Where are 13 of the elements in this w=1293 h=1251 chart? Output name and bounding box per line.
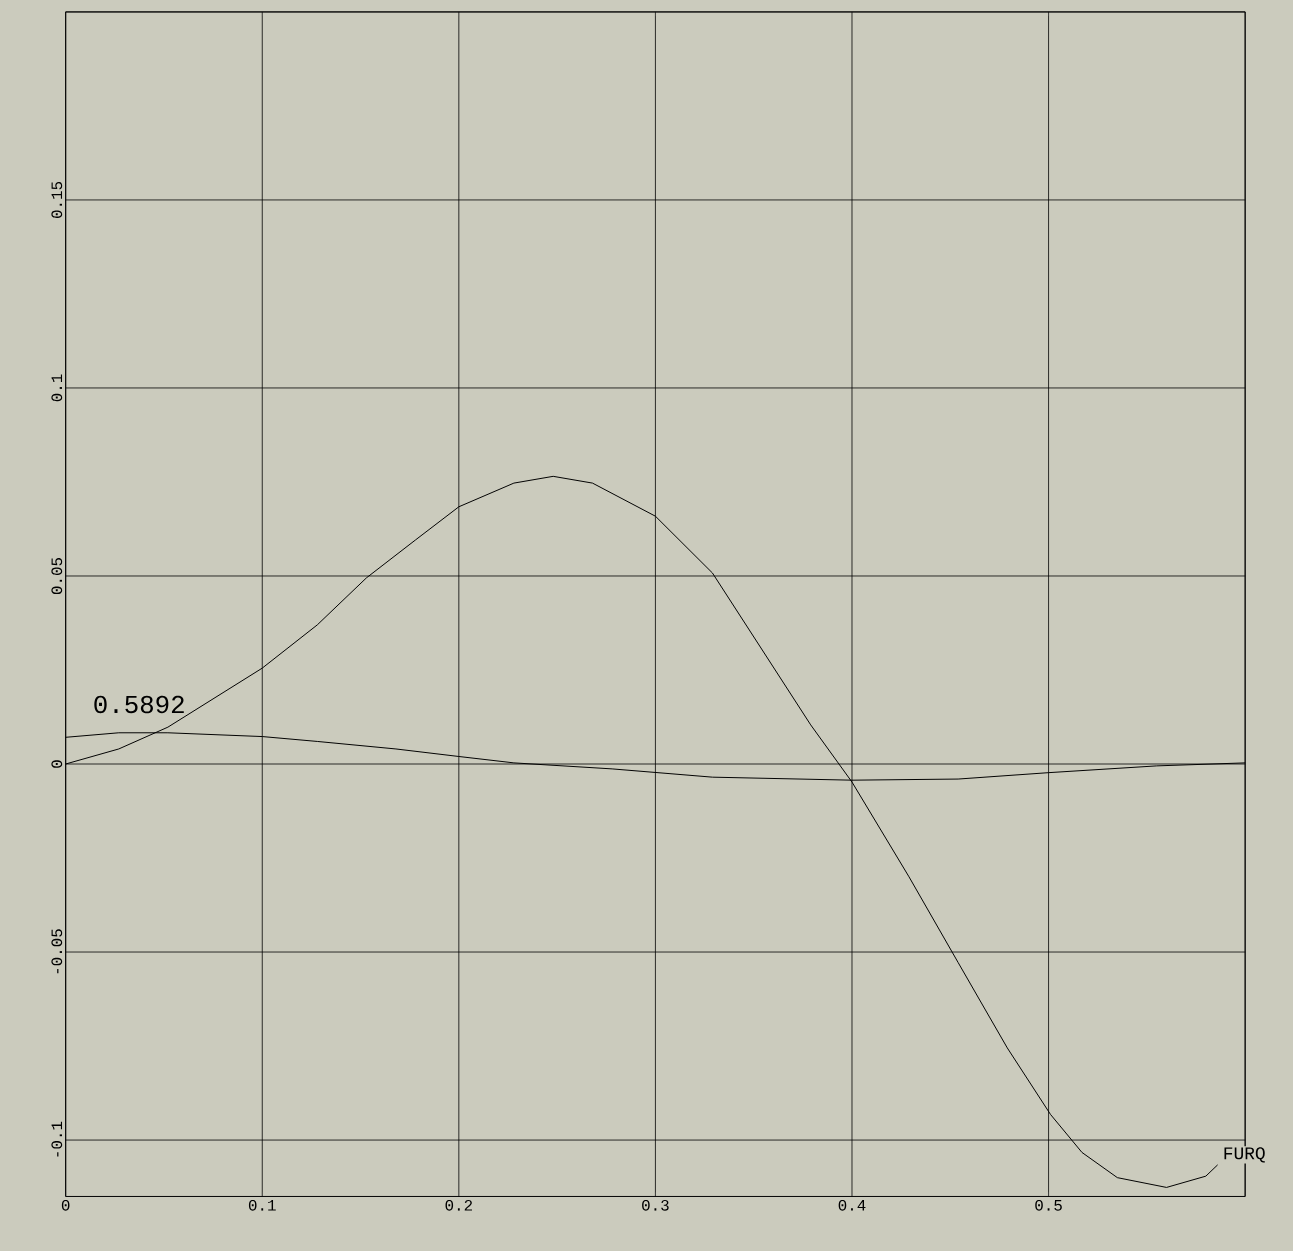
x-tick-label: 0.5	[1035, 1199, 1062, 1211]
y-tick-label: 0.1	[51, 374, 63, 402]
annotation: 0.5892	[94, 695, 184, 714]
x-tick-label: 0.4	[838, 1199, 866, 1211]
x-tick-label: 0.3	[642, 1199, 669, 1211]
y-tick-label: 0.05	[51, 557, 63, 594]
y-tick-label: -0.05	[51, 929, 63, 974]
x-tick-label: 0.1	[248, 1199, 276, 1211]
x-tick-label: 0.2	[445, 1199, 472, 1211]
y-tick-label: -0.1	[51, 1121, 63, 1157]
y-tick-label: 0	[51, 760, 63, 768]
series-label: FURQ	[1224, 1147, 1265, 1163]
y-tick-label: 0.15	[51, 181, 63, 218]
